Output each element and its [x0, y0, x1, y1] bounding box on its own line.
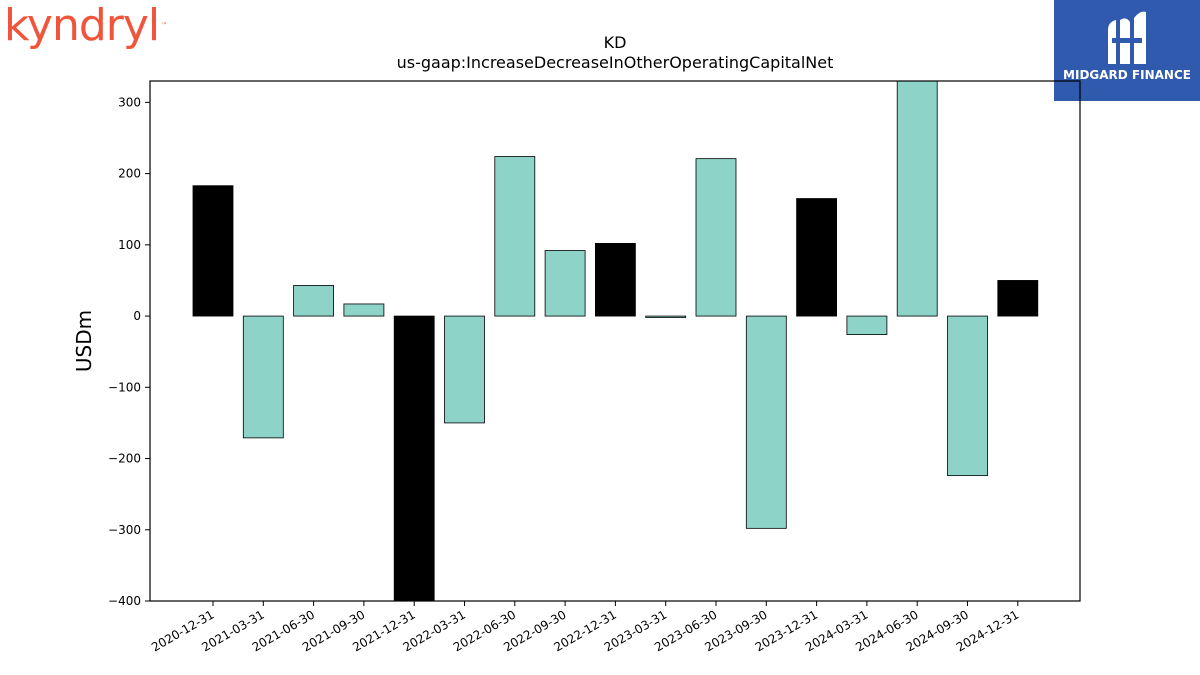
brand-name: kyndryl: [4, 0, 160, 51]
y-tick-label: 100: [118, 238, 141, 252]
midgard-finance-logo: MIDGARD FINANCE: [1054, 0, 1200, 101]
bar-2024-09-30: [947, 315, 988, 477]
bar-2024-03-31: [846, 315, 888, 335]
y-tick-label: −200: [108, 452, 141, 466]
bar-2021-06-30: [293, 285, 335, 317]
y-tick-label: 0: [133, 309, 141, 323]
bar-2021-03-31: [242, 315, 284, 439]
bar-2020-12-31: [192, 185, 234, 317]
bars-group: [192, 81, 1039, 601]
chart-title: KD: [604, 33, 627, 52]
partner-name: MIDGARD FINANCE: [1063, 68, 1191, 82]
bar-2022-06-30: [494, 156, 536, 317]
y-tick-label: 200: [118, 167, 141, 181]
bar-2024-12-31: [997, 280, 1039, 317]
bar-2023-03-31: [645, 315, 687, 318]
y-axis: −400 −300 −200 −100 0 100 200 300: [108, 95, 150, 608]
bar-2021-09-30: [343, 303, 385, 317]
bar-2022-12-31: [595, 243, 636, 317]
bar-2022-09-30: [544, 250, 586, 317]
trademark: ™: [161, 22, 168, 29]
bar-2023-12-31: [796, 198, 837, 317]
y-tick-label: −300: [108, 523, 141, 537]
x-axis: 2020-12-312021-03-312021-06-302021-09-30…: [149, 601, 1021, 654]
bar-2021-12-31: [393, 315, 435, 601]
bar-2022-03-31: [444, 315, 485, 424]
chart-subtitle: us-gaap:IncreaseDecreaseInOtherOperating…: [397, 53, 834, 72]
y-axis-label: USDm: [72, 310, 96, 372]
y-tick-label: 300: [118, 95, 141, 109]
bar-2023-09-30: [745, 315, 787, 529]
midgard-mark-icon: [1108, 11, 1146, 65]
kyndryl-logo: kyndryl ™: [4, 0, 167, 52]
y-tick-label: −400: [108, 594, 141, 608]
bar-2024-06-30: [896, 81, 938, 317]
bar-2023-06-30: [695, 158, 737, 317]
plot-frame: [149, 80, 1081, 602]
y-tick-label: −100: [108, 380, 141, 394]
